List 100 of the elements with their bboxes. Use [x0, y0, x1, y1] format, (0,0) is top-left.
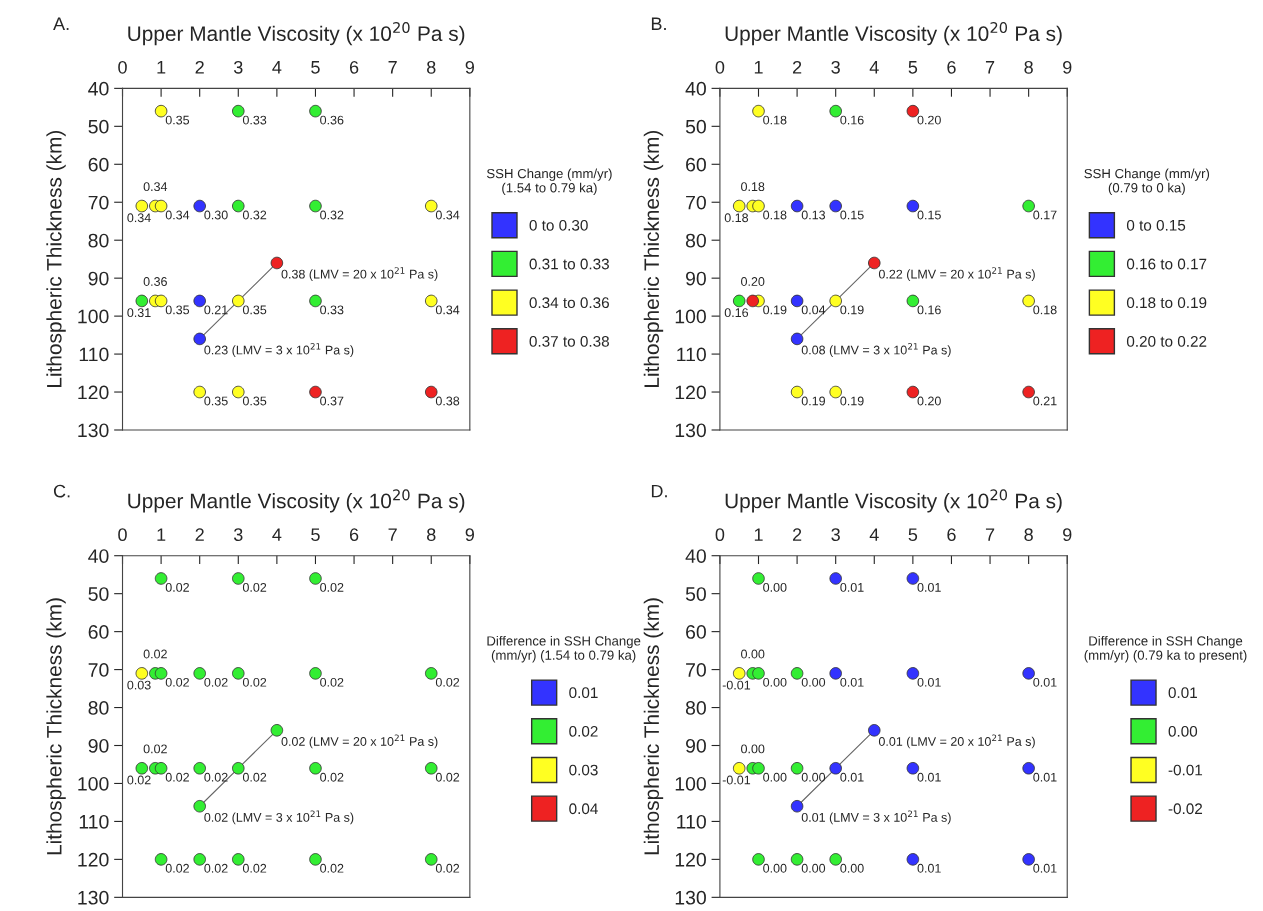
legend-label: 0.04 [569, 803, 598, 815]
annotation: 0.34 [165, 210, 190, 220]
x-tick-label: 9 [1063, 60, 1072, 74]
annotation: 0.04 [801, 305, 826, 315]
y-tick-label: 130 [78, 890, 109, 905]
annotation: 0.15 [917, 210, 941, 220]
y-tick-label: 90 [88, 738, 109, 753]
y-axis-title: Lithospheric Thickness (km) [643, 130, 664, 387]
annotation: 0.38 [435, 396, 460, 406]
annotation: 0.00 [741, 649, 765, 659]
annotation: 0.35 [242, 396, 267, 406]
annotation: 0.34 [127, 213, 151, 223]
y-tick-label: 70 [686, 663, 706, 677]
annotation: 0.02 [165, 772, 189, 782]
legend-title: Difference in SSH Change (mm/yr) (0.79 ka to present) [1084, 635, 1247, 663]
annotation: 0.02 [320, 677, 344, 687]
annotation: 0.33 [320, 305, 344, 315]
text: B. [651, 17, 666, 30]
x-tick-label: 0 [118, 528, 127, 542]
annotation: 0.23 (LMV = 3 x 10$^{21}$ Pa s) [204, 343, 354, 357]
annotation: 0.02 [320, 772, 344, 782]
annotation: 0.00 [763, 677, 787, 687]
annotation: 0.02 [165, 582, 189, 592]
y-tick-label: 40 [88, 549, 109, 563]
annotation: 0.01 (LMV = 20 x 10$^{21}$ Pa s) [878, 734, 1035, 749]
annotation: 0.32 [242, 210, 267, 220]
legend-label: 0.34 to 0.36 [529, 297, 609, 309]
annotation: 0.33 [242, 115, 267, 125]
x-tick-label: 2 [792, 60, 802, 74]
x-tick-label: 5 [311, 528, 320, 542]
x-tick-label: 8 [1024, 60, 1033, 74]
x-axis-title: Upper Mantle Viscosity (x 10$^{20}$ Pa s) [725, 489, 1062, 513]
x-tick-label: 0 [118, 60, 127, 74]
annotation: 0.01 [917, 582, 941, 592]
annotation: 0.16 [840, 115, 864, 125]
annotation: 0.17 [1033, 210, 1057, 220]
y-tick-label: 100 [675, 309, 706, 324]
y-tick-label: 120 [78, 852, 109, 867]
x-tick-label: 7 [388, 528, 397, 541]
annotation: 0.00 [801, 863, 826, 873]
y-tick-label: 90 [686, 271, 706, 286]
annotation: 0.02 [242, 582, 267, 592]
y-tick-label: 130 [675, 423, 706, 438]
annotation: 0.18 [763, 115, 787, 125]
x-tick-label: 7 [985, 528, 995, 541]
x-tick-label: 1 [157, 528, 166, 541]
annotation: 0.03 [127, 680, 151, 690]
legend-label: 0 to 0.30 [529, 219, 588, 231]
y-tick-label: 100 [78, 309, 109, 324]
annotation: 0.00 [741, 744, 765, 754]
x-tick-label: 4 [272, 528, 282, 541]
y-tick-label: 80 [88, 701, 109, 715]
annotation: 0.18 [741, 182, 765, 192]
y-tick-label: 100 [675, 776, 706, 791]
legend-label: 0.37 to 0.38 [529, 335, 609, 347]
annotation: 0.21 [204, 305, 228, 315]
annotation: 0.00 [801, 677, 826, 687]
annotation: 0.02 [127, 775, 151, 785]
y-tick-label: 130 [675, 890, 706, 905]
x-tick-label: 3 [233, 60, 243, 74]
annotation: 0.36 [143, 277, 167, 286]
y-tick-label: 70 [88, 663, 109, 677]
x-tick-label: 6 [947, 60, 956, 74]
x-axis-title: Upper Mantle Viscosity (x 10$^{20}$ Pa s) [725, 22, 1062, 46]
annotation: 0.02 [435, 677, 460, 687]
x-tick-label: 0 [715, 528, 725, 542]
legend-title: Difference in SSH Change (mm/yr) (1.54 to 0.79 ka) [487, 635, 641, 663]
legend-label: 0.31 to 0.33 [529, 258, 609, 270]
y-tick-label: 90 [686, 738, 706, 753]
x-tick-label: 8 [427, 60, 436, 74]
annotation: 0.02 [435, 863, 460, 873]
x-tick-label: 5 [908, 61, 918, 74]
y-tick-label: 90 [88, 271, 109, 286]
y-tick-label: 80 [685, 701, 706, 715]
annotation: 0.08 (LMV = 3 x 10$^{21}$ Pa s) [801, 343, 951, 357]
y-axis-title: Lithospheric Thickness (km) [46, 130, 66, 387]
y-tick-label: 110 [79, 814, 109, 829]
annotation: 0.01 [1033, 863, 1057, 873]
annotation: 0.35 [165, 305, 190, 315]
y-tick-label: 80 [685, 233, 706, 248]
annotation: 0.19 [801, 396, 825, 406]
y-tick-label: 70 [686, 195, 706, 210]
x-tick-label: 6 [349, 528, 359, 542]
y-tick-label: 40 [88, 81, 109, 96]
x-tick-label: 4 [869, 528, 879, 541]
annotation: 0.20 [917, 396, 941, 406]
legend-label: 0.18 to 0.19 [1126, 297, 1207, 309]
annotation: 0.02 [143, 744, 167, 754]
x-tick-label: 3 [831, 60, 840, 74]
annotation: 0.34 [435, 210, 460, 220]
y-tick-label: 70 [88, 195, 109, 210]
y-tick-label: 50 [88, 587, 109, 601]
annotation: 0.02 [242, 772, 267, 782]
legend-label: 0.02 [569, 725, 598, 737]
annotation: 0.01 [1033, 772, 1057, 782]
annotation: 0.19 [840, 305, 864, 315]
annotation: 0.18 [724, 213, 749, 223]
y-tick-label: 120 [675, 385, 706, 400]
x-tick-label: 9 [1063, 528, 1072, 542]
x-tick-label: 3 [831, 528, 840, 542]
